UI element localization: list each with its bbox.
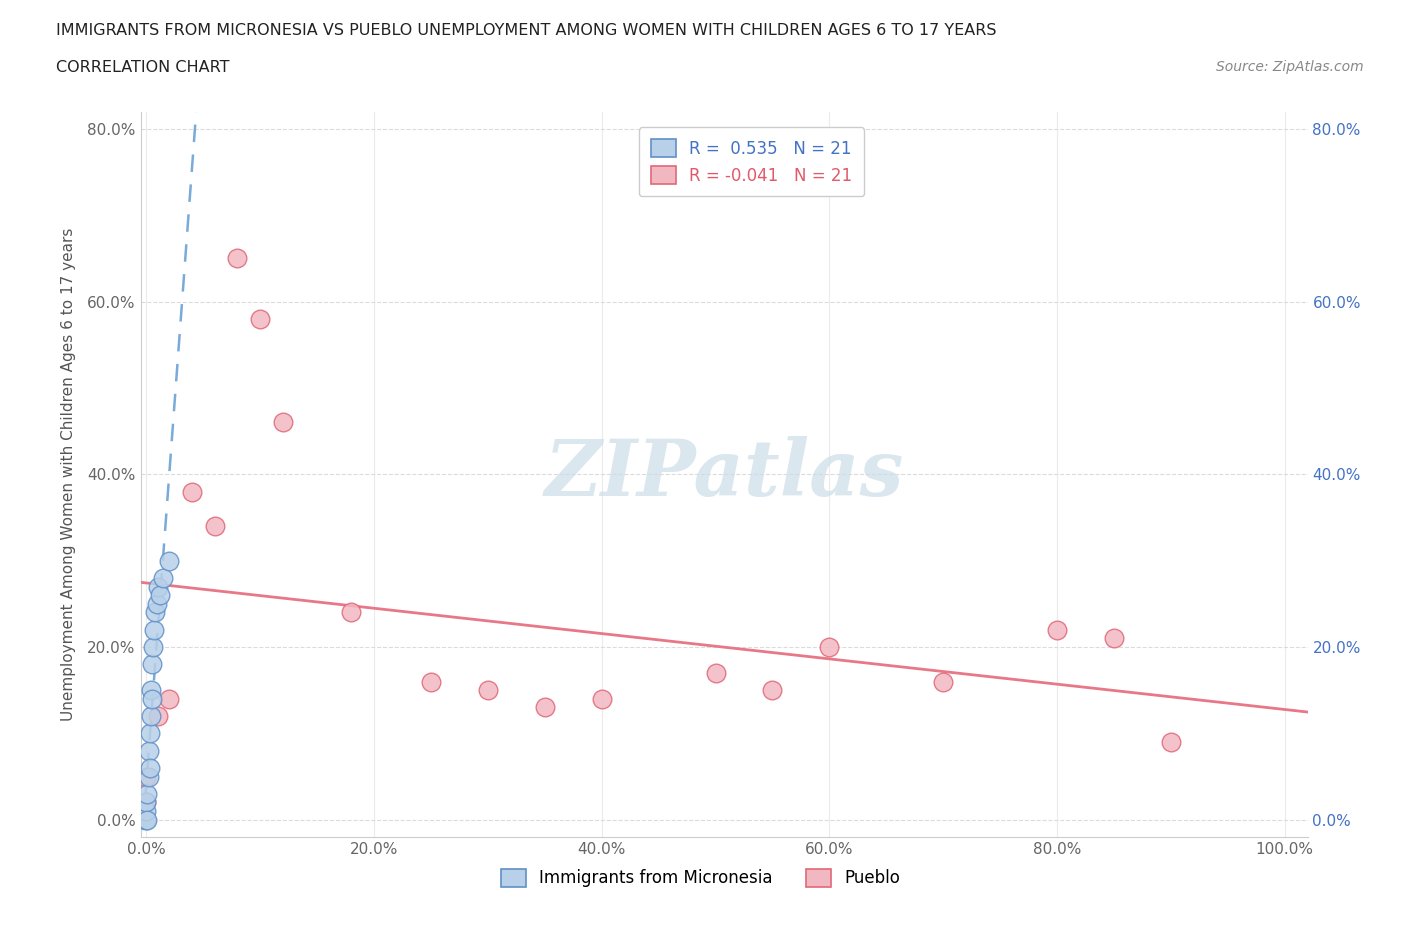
Point [146, 709, 169, 724]
Point [141, 691, 163, 706]
Text: ZIPatlas: ZIPatlas [544, 436, 904, 512]
Point [818, 640, 841, 655]
Point [533, 700, 555, 715]
Point [249, 312, 271, 326]
Point [704, 666, 727, 681]
Point [340, 605, 363, 620]
Point [142, 640, 165, 655]
Point [145, 605, 167, 620]
Point [138, 743, 160, 758]
Point [1102, 631, 1125, 645]
Text: Source: ZipAtlas.com: Source: ZipAtlas.com [1216, 60, 1364, 74]
Point [761, 683, 783, 698]
Point [135, 795, 157, 810]
Point [141, 657, 163, 671]
Point [157, 553, 180, 568]
Point [135, 795, 157, 810]
Point [1046, 622, 1069, 637]
Point [149, 588, 172, 603]
Point [180, 485, 202, 499]
Point [591, 691, 613, 706]
Legend: Immigrants from Micronesia, Pueblo: Immigrants from Micronesia, Pueblo [495, 862, 907, 894]
Text: IMMIGRANTS FROM MICRONESIA VS PUEBLO UNEMPLOYMENT AMONG WOMEN WITH CHILDREN AGES: IMMIGRANTS FROM MICRONESIA VS PUEBLO UNE… [56, 23, 997, 38]
Point [152, 570, 174, 585]
Point [477, 683, 499, 698]
Point [143, 622, 166, 637]
Point [139, 709, 162, 724]
Point [419, 674, 441, 689]
Point [145, 596, 167, 611]
Text: CORRELATION CHART: CORRELATION CHART [56, 60, 229, 75]
Point [135, 812, 157, 827]
Point [226, 251, 249, 266]
Point [138, 726, 160, 741]
Point [146, 579, 169, 594]
Point [204, 519, 226, 534]
Point [138, 769, 160, 784]
Point [135, 804, 157, 818]
Point [136, 787, 159, 802]
Point [135, 769, 157, 784]
Point [932, 674, 955, 689]
Point [138, 761, 160, 776]
Point [157, 691, 180, 706]
Point [1160, 735, 1182, 750]
Point [136, 812, 159, 827]
Point [139, 683, 162, 698]
Point [271, 415, 294, 430]
Y-axis label: Unemployment Among Women with Children Ages 6 to 17 years: Unemployment Among Women with Children A… [60, 228, 76, 721]
